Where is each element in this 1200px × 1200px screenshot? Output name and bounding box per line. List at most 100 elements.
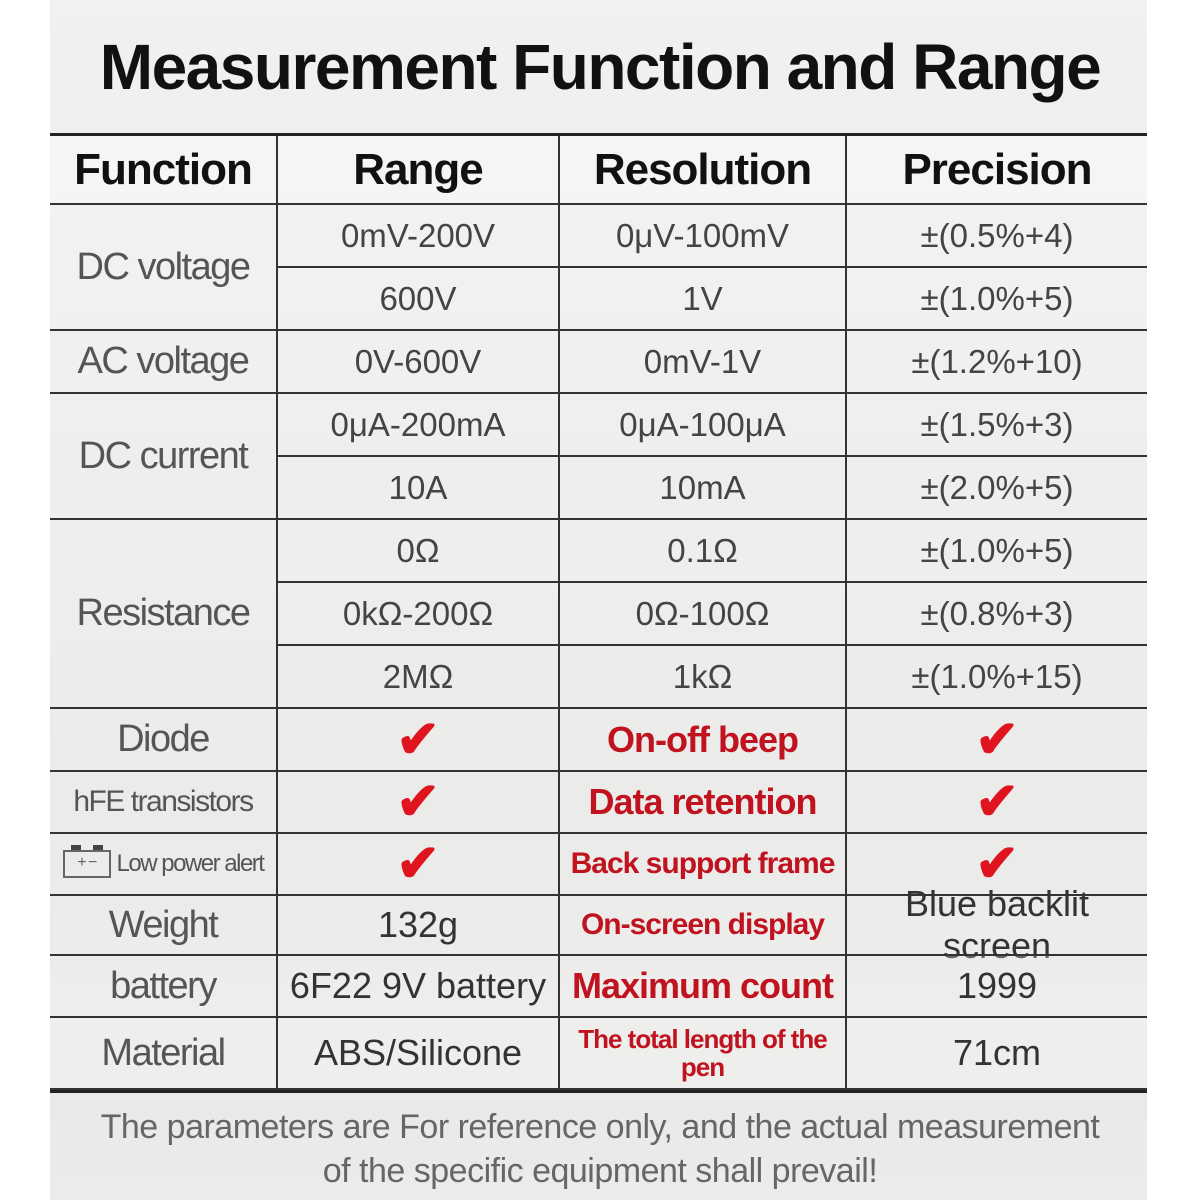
precision-cell: ±(1.2%+10) [847, 331, 1147, 394]
precision-cell: ±(1.0%+5) [847, 268, 1147, 331]
resolution-cell: Maximum count [560, 956, 847, 1018]
precision-cell: ±(0.5%+4) [847, 205, 1147, 268]
precision-cell: 1999 [847, 956, 1147, 1018]
cell-text: ±(2.0%+5) [920, 468, 1074, 506]
background-panel [50, 0, 1147, 1200]
function-cell: DC voltage [50, 205, 278, 331]
function-cell: hFE transistors [50, 772, 278, 834]
function-label: AC voltage [77, 340, 250, 382]
precision-cell: ±(1.0%+15) [847, 646, 1147, 709]
checkmark-icon: ✔ [396, 773, 440, 831]
resolution-cell: 0Ω-100Ω [560, 583, 847, 646]
header-range: Range [278, 136, 560, 205]
cell-text: Back support frame [570, 847, 836, 880]
precision-cell: 71cm [847, 1018, 1147, 1090]
cell-text: ±(1.0%+5) [920, 531, 1074, 569]
function-cell: Weight [50, 896, 278, 956]
cell-text: ±(0.5%+4) [920, 216, 1074, 254]
cell-text: ±(1.0%+15) [911, 657, 1083, 695]
function-label: Low power alert [116, 850, 265, 877]
range-cell: ABS/Silicone [278, 1018, 560, 1090]
cell-text: 600V [379, 279, 457, 317]
resolution-cell: Data retention [560, 772, 847, 834]
cell-text: 1999 [956, 965, 1038, 1006]
range-cell: 0Ω [278, 520, 560, 583]
resolution-cell: Back support frame [560, 834, 847, 896]
function-label: Weight [108, 903, 219, 946]
cell-text: 0.1Ω [667, 531, 738, 569]
cell-text: ±(0.8%+3) [920, 594, 1074, 632]
header-function: Function [50, 136, 278, 205]
range-cell: 6F22 9V battery [278, 956, 560, 1018]
resolution-cell: 10mA [560, 457, 847, 520]
precision-cell: ✔ [847, 709, 1147, 772]
cell-text: 10A [388, 468, 448, 506]
resolution-cell: 0μV-100mV [560, 205, 847, 268]
footer-note: The parameters are For reference only, a… [0, 1105, 1200, 1193]
range-cell: ✔ [278, 772, 560, 834]
cell-text: 2MΩ [382, 657, 454, 695]
function-label: battery [110, 964, 217, 1007]
cell-text: 0V-600V [354, 342, 482, 380]
cell-text: 0μA-200mA [330, 405, 506, 443]
function-cell: battery [50, 956, 278, 1018]
cell-text: 0mV-200V [340, 216, 496, 254]
precision-cell: ✔ [847, 834, 1147, 896]
function-label: DC voltage [76, 245, 251, 288]
function-cell: DC current [50, 394, 278, 520]
resolution-cell: 0mV-1V [560, 331, 847, 394]
cell-text: 0Ω [396, 531, 440, 569]
range-cell: 0V-600V [278, 331, 560, 394]
function-cell: Resistance [50, 520, 278, 709]
function-cell: Material [50, 1018, 278, 1090]
cell-text: On-off beep [607, 718, 799, 760]
range-cell: 10A [278, 457, 560, 520]
cell-text: 0Ω-100Ω [635, 594, 770, 632]
checkmark-icon: ✔ [975, 710, 1019, 769]
cell-text: Maximum count [571, 965, 834, 1006]
resolution-cell: 1V [560, 268, 847, 331]
checkmark-icon: ✔ [975, 835, 1019, 893]
cell-text: ±(1.5%+3) [920, 405, 1074, 443]
range-cell: ✔ [278, 709, 560, 772]
precision-cell: ±(1.5%+3) [847, 394, 1147, 457]
footer-line-2: of the specific equipment shall prevail! [322, 1152, 878, 1190]
function-label: hFE transistors [73, 785, 254, 818]
cell-text: 0μA-100μA [619, 405, 786, 443]
range-cell: ✔ [278, 834, 560, 896]
resolution-cell: 1kΩ [560, 646, 847, 709]
checkmark-icon: ✔ [396, 710, 440, 769]
range-cell: 0μA-200mA [278, 394, 560, 457]
cell-text: The total length of the pen [578, 1024, 828, 1082]
cell-text: 1V [682, 279, 723, 317]
range-cell: 0mV-200V [278, 205, 560, 268]
function-label: DC current [78, 434, 249, 477]
cell-text: 10mA [659, 468, 746, 506]
cell-text: 0mV-1V [643, 342, 762, 380]
cell-text: ±(1.0%+5) [920, 279, 1074, 317]
cell-text: 132g [377, 904, 459, 945]
cell-text: 0μV-100mV [615, 216, 790, 254]
battery-icon: + − [62, 845, 111, 878]
range-cell: 132g [278, 896, 560, 956]
precision-cell: ✔ [847, 772, 1147, 834]
resolution-cell: On-off beep [560, 709, 847, 772]
page-title: Measurement Function and Range [99, 31, 1102, 103]
cell-text: 0kΩ-200Ω [342, 594, 494, 632]
cell-text: On-screen display [580, 908, 825, 941]
range-cell: 0kΩ-200Ω [278, 583, 560, 646]
spec-table: Function Range Resolution Precision DC volta… [50, 133, 1147, 1093]
cell-text: 71cm [952, 1032, 1042, 1073]
range-cell: 600V [278, 268, 560, 331]
precision-cell: ±(2.0%+5) [847, 457, 1147, 520]
resolution-cell: On-screen display [560, 896, 847, 956]
cell-text: Data retention [588, 781, 817, 822]
range-cell: 2MΩ [278, 646, 560, 709]
function-cell: + − Low power alert [50, 834, 278, 896]
function-label: Resistance [76, 592, 251, 634]
checkmark-icon: ✔ [396, 835, 440, 893]
resolution-cell: The total length of the pen [560, 1018, 847, 1090]
cell-text: ±(1.2%+10) [911, 342, 1083, 380]
header-resolution: Resolution [560, 136, 847, 205]
cell-text: ABS/Silicone [313, 1032, 523, 1073]
